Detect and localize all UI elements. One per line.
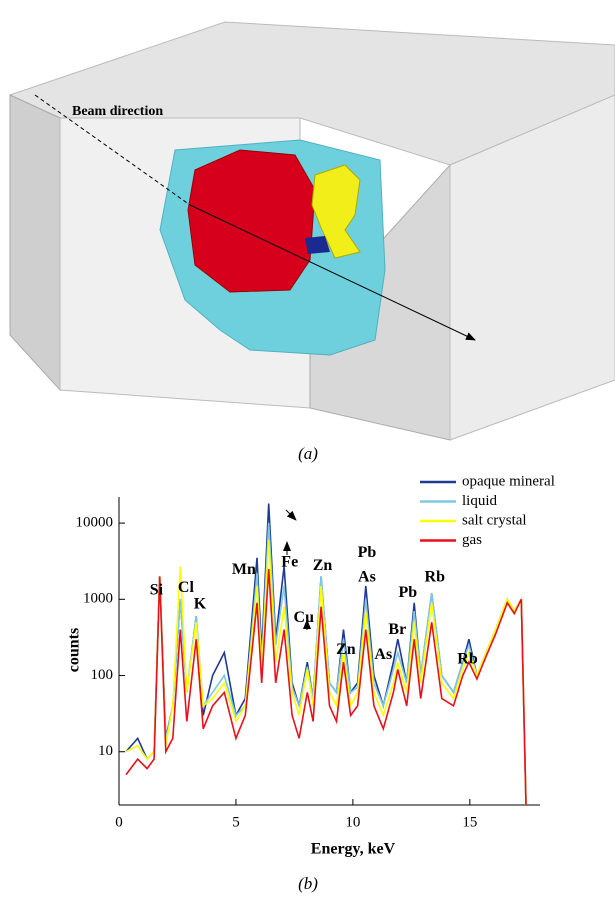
arrow: [286, 510, 296, 520]
peak-label: Pb: [358, 544, 377, 561]
chart-b: 10 100 1000 10000 0 5 10 15 Energy, keV counts (b)…: [66, 473, 555, 892]
legend-label: liquid: [462, 493, 498, 509]
x-tick-label: 15: [462, 814, 477, 830]
beam-label: Beam direction: [72, 104, 163, 119]
legend-label: gas: [462, 532, 482, 548]
peak-label: Fe: [281, 554, 298, 571]
x-axis-label: Energy, keV: [311, 841, 396, 858]
x-tick-label: 0: [115, 814, 123, 830]
peak-label: Rb: [425, 569, 446, 586]
peak-label: K: [194, 595, 207, 612]
peak-label: Cu: [294, 609, 315, 626]
gas-blob: [188, 150, 315, 292]
block-left: [10, 95, 60, 390]
y-axis-label: counts: [66, 628, 83, 672]
x-tick-label: 5: [232, 814, 240, 830]
peak-label: Cl: [178, 579, 195, 596]
peak-label: Si: [150, 581, 164, 598]
peak-label: Pb: [399, 584, 418, 601]
peak-label: Mn: [232, 561, 256, 578]
caption-a: (a): [298, 444, 318, 463]
y-tick-label: 10000: [76, 515, 114, 531]
legend-label: salt crystal: [462, 512, 527, 528]
caption-b: (b): [298, 874, 318, 893]
x-tick-label: 10: [345, 814, 360, 830]
figure: Beam direction (a) 10 100 1000 10000 0 5 10 15 E…: [0, 0, 615, 900]
rendering-a: Beam direction (a): [10, 22, 615, 463]
legend-label: opaque mineral: [462, 473, 555, 489]
y-tick-label: 10: [98, 743, 113, 759]
peak-label: As: [358, 569, 376, 586]
peak-label: Zn: [336, 641, 356, 658]
y-tick-label: 1000: [83, 591, 113, 607]
y-tick-label: 100: [91, 667, 114, 683]
peak-label: Rb: [457, 651, 478, 668]
peak-label: Zn: [313, 557, 333, 574]
peak-label: Br: [388, 621, 406, 638]
peak-label: As: [374, 646, 392, 663]
